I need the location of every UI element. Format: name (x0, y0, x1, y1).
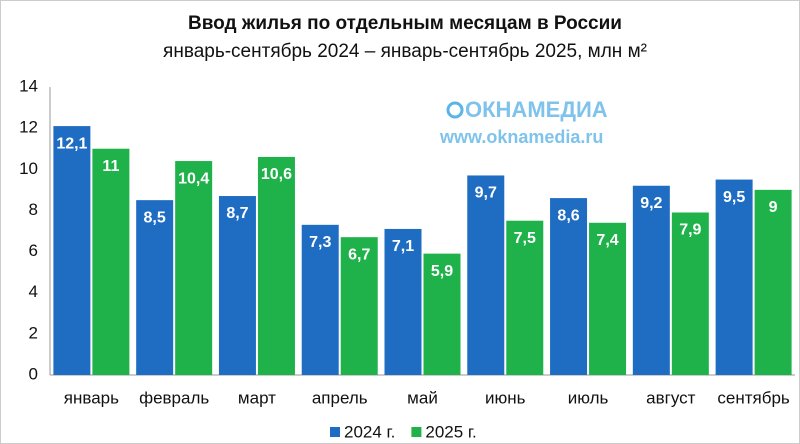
y-tick-label: 12 (19, 118, 38, 137)
legend-swatch (411, 427, 422, 437)
chart-title: Ввод жилья по отдельным месяцам в России (188, 13, 622, 34)
bar (175, 161, 213, 375)
value-label: 7,3 (309, 234, 331, 251)
chart-subtitle: январь-сентябрь 2024 – январь-сентябрь 2… (163, 41, 647, 62)
bar (301, 224, 339, 375)
value-label: 8,5 (144, 209, 166, 226)
value-label: 7,5 (514, 230, 536, 247)
x-tick-label: август (646, 388, 695, 407)
value-label: 8,6 (557, 207, 579, 224)
legend-label: 2025 г. (425, 422, 476, 441)
y-tick-label: 0 (29, 364, 38, 383)
bar (632, 185, 670, 375)
value-label: 9,5 (723, 189, 745, 206)
value-label: 12,1 (56, 135, 87, 152)
bar (53, 126, 91, 375)
x-tick-label: июнь (485, 388, 526, 407)
logo-icon (446, 101, 464, 119)
value-label: 10,4 (178, 170, 209, 187)
bar (384, 228, 422, 375)
value-label: 10,6 (261, 166, 292, 183)
bar (550, 198, 588, 375)
x-tick-label: февраль (139, 388, 209, 407)
bar (671, 212, 709, 375)
value-label: 11 (102, 158, 119, 175)
bar (92, 148, 130, 375)
bar (218, 196, 256, 375)
value-label: 8,7 (226, 205, 248, 222)
x-tick-label: март (238, 388, 276, 407)
value-label: 7,9 (679, 222, 701, 239)
value-label: 6,7 (348, 246, 370, 263)
bar (423, 253, 461, 375)
x-tick-label: июль (568, 388, 609, 407)
y-tick-label: 6 (29, 241, 38, 260)
bar (136, 200, 174, 375)
bar (589, 222, 627, 375)
legend-swatch (330, 427, 340, 437)
y-tick-label: 4 (29, 282, 38, 301)
value-label: 9,7 (475, 185, 497, 202)
watermark-brand: ОКНАМЕДИА (465, 97, 608, 122)
bar (257, 156, 295, 375)
bar (340, 237, 378, 375)
bar (467, 175, 505, 375)
value-label: 9 (769, 199, 778, 216)
value-label: 5,9 (431, 263, 453, 280)
bar (715, 179, 753, 375)
legend-label: 2024 г. (344, 422, 395, 441)
x-tick-label: май (407, 388, 438, 407)
y-tick-label: 14 (19, 76, 38, 95)
x-tick-label: апрель (312, 388, 368, 407)
value-label: 7,4 (596, 232, 618, 249)
watermark-url: www.oknamedia.ru (439, 127, 603, 147)
bar (506, 220, 544, 375)
y-tick-label: 8 (29, 200, 38, 219)
x-tick-label: январь (64, 388, 119, 407)
y-tick-label: 2 (29, 323, 38, 342)
x-tick-label: сентябрь (717, 388, 790, 407)
value-label: 7,1 (392, 238, 414, 255)
value-label: 9,2 (640, 195, 662, 212)
bar (754, 189, 792, 375)
y-tick-label: 10 (19, 159, 38, 178)
